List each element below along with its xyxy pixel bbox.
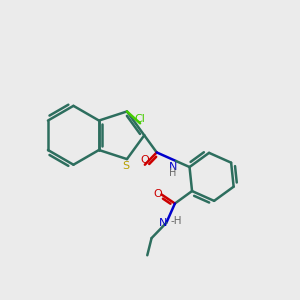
Text: S: S xyxy=(122,160,129,171)
Text: Cl: Cl xyxy=(135,114,146,124)
Text: H: H xyxy=(169,168,177,178)
Text: O: O xyxy=(154,190,162,200)
Text: N: N xyxy=(169,162,177,172)
Text: -H: -H xyxy=(171,216,182,226)
Text: N: N xyxy=(159,218,167,228)
Text: O: O xyxy=(140,155,149,165)
